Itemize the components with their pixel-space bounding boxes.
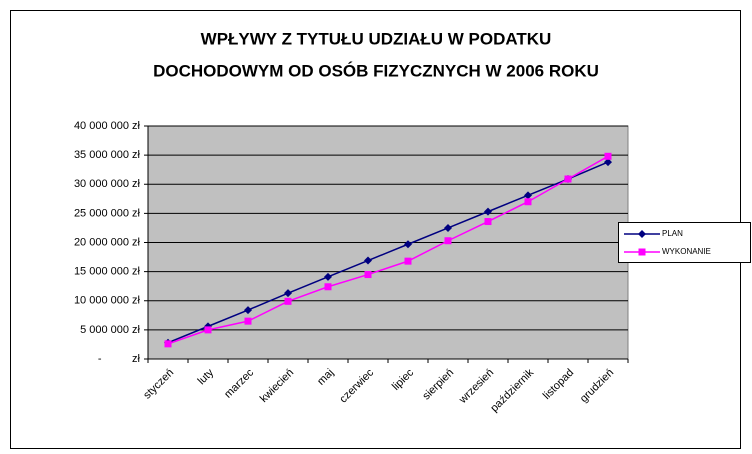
data-point xyxy=(244,306,252,315)
data-point xyxy=(324,272,332,281)
data-point xyxy=(564,175,572,183)
y-tick-label: 10 000 000 zł xyxy=(74,295,141,307)
data-point xyxy=(284,297,292,305)
data-point xyxy=(204,326,212,334)
legend-label: WYKONANIE xyxy=(662,247,711,256)
data-point xyxy=(604,158,612,167)
chart-title: WPŁYWY Z TYTUŁU UDZIAŁU W PODATKU xyxy=(201,29,552,48)
legend-marker xyxy=(638,230,646,238)
data-point xyxy=(404,240,412,249)
y-tick-label: 35 000 000 zł xyxy=(74,149,141,161)
legend: PLAN WYKONANIE xyxy=(618,222,751,263)
series-line xyxy=(167,155,609,345)
data-point xyxy=(284,289,292,298)
y-tick-label: 15 000 000 zł xyxy=(74,266,141,278)
data-point xyxy=(364,256,372,265)
y-tick-label: 40 000 000 zł xyxy=(74,120,141,132)
y-tick-label: 30 000 000 zł xyxy=(74,178,141,190)
legend-box xyxy=(618,222,751,263)
data-point xyxy=(484,207,492,216)
data-point xyxy=(484,218,492,226)
data-point xyxy=(604,152,612,160)
data-point xyxy=(364,271,372,279)
y-tick-label: 5 000 000 zł xyxy=(80,324,140,336)
y-tick-label: - zł xyxy=(98,353,141,365)
series-line xyxy=(167,161,609,344)
legend-marker xyxy=(638,248,646,256)
data-point xyxy=(244,317,252,325)
data-point xyxy=(324,283,332,291)
chart-title: DOCHODOWYM OD OSÓB FIZYCZNYCH W 2006 ROK… xyxy=(153,61,599,80)
y-tick-label: 25 000 000 zł xyxy=(74,207,141,219)
legend-label: PLAN xyxy=(662,229,683,238)
data-point xyxy=(164,340,172,348)
data-point xyxy=(444,237,452,245)
data-point xyxy=(444,223,452,232)
y-tick-label: 20 000 000 zł xyxy=(74,236,141,248)
data-point xyxy=(524,198,532,206)
data-point xyxy=(404,257,412,265)
data-point xyxy=(524,191,532,200)
